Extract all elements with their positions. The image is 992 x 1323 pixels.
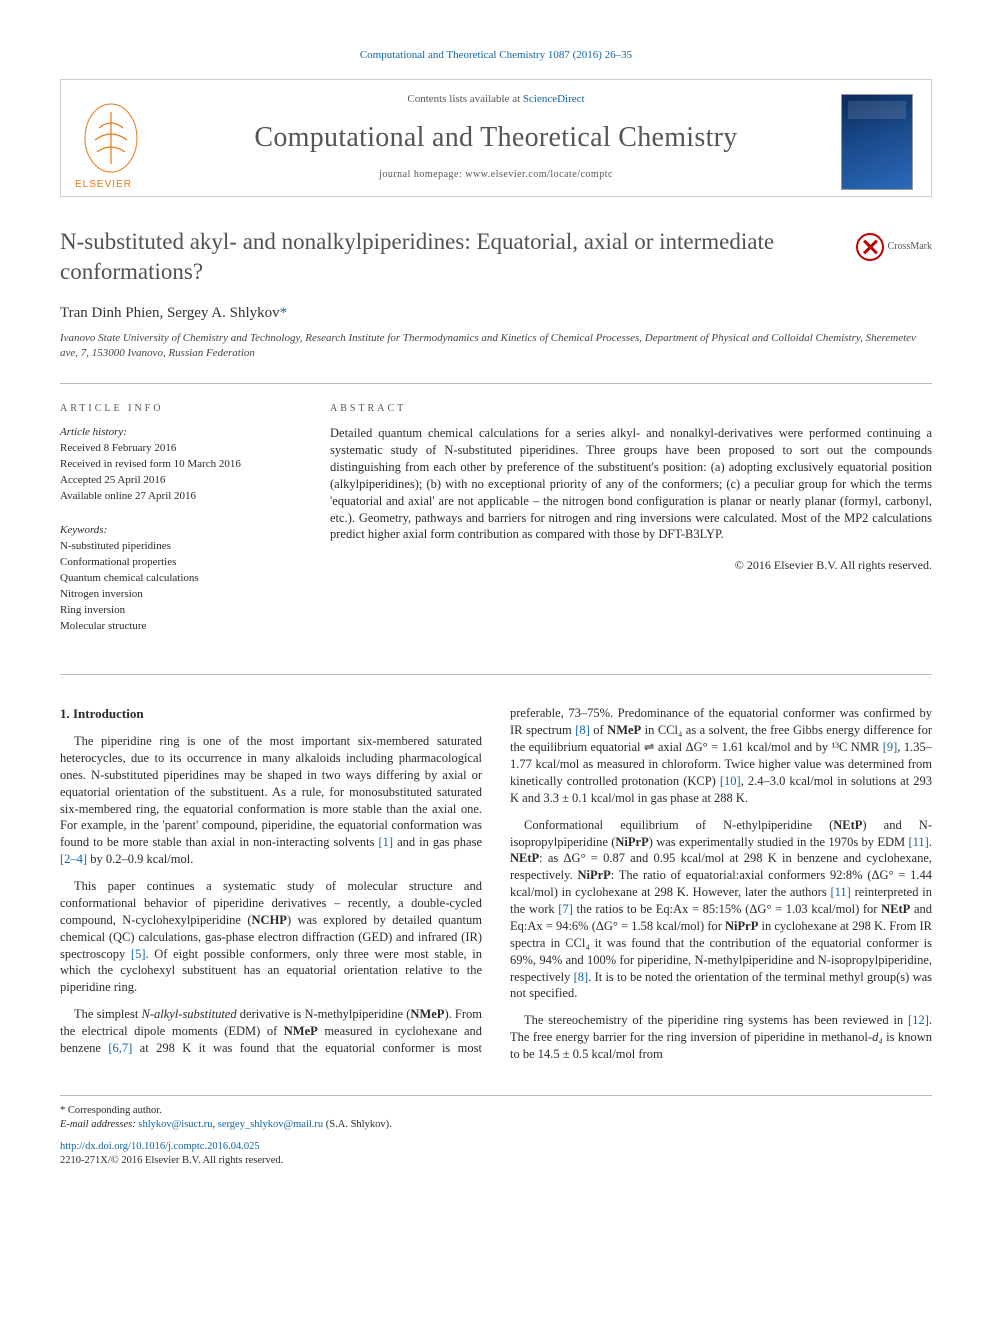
email-link[interactable]: sergey_shlykov@mail.ru bbox=[218, 1119, 323, 1130]
citation-link[interactable]: [6,7] bbox=[108, 1041, 132, 1055]
text-run: by 0.2–0.9 kcal/mol. bbox=[87, 852, 193, 866]
abstract-column: abstract Detailed quantum chemical calcu… bbox=[330, 402, 932, 653]
history-item: Accepted 25 April 2016 bbox=[60, 473, 290, 489]
abbrev: NiPrP bbox=[577, 868, 610, 882]
history-item: Received 8 February 2016 bbox=[60, 441, 290, 457]
email-line: E-mail addresses: shlykov@isuct.ru, serg… bbox=[60, 1118, 479, 1132]
keyword: Conformational properties bbox=[60, 555, 290, 571]
corresponding-mark: * bbox=[280, 305, 288, 321]
article-info-heading: article info bbox=[60, 402, 290, 416]
citation-link[interactable]: [2–4] bbox=[60, 852, 87, 866]
contents-available-line: Contents lists available at ScienceDirec… bbox=[81, 92, 911, 107]
citation-line: Computational and Theoretical Chemistry … bbox=[60, 48, 932, 63]
citation-link[interactable]: [7] bbox=[558, 902, 573, 916]
paragraph: The stereochemistry of the piperidine ri… bbox=[510, 1012, 932, 1063]
keywords-label: Keywords: bbox=[60, 523, 290, 539]
keywords-block: Keywords: N-substituted piperidines Conf… bbox=[60, 523, 290, 635]
text-run: The stereochemistry of the piperidine ri… bbox=[524, 1013, 908, 1027]
keyword: Quantum chemical calculations bbox=[60, 571, 290, 587]
abbrev: NEtP bbox=[881, 902, 910, 916]
italic-run: N-alkyl-substituted bbox=[141, 1007, 236, 1021]
crossmark-icon bbox=[856, 233, 884, 261]
issn-copyright: 2210-271X/© 2016 Elsevier B.V. All right… bbox=[60, 1154, 932, 1168]
abbrev: NiPrP bbox=[725, 919, 758, 933]
article-history-block: Article history: Received 8 February 201… bbox=[60, 425, 290, 505]
text-run: Conformational equilibrium of N-ethylpip… bbox=[524, 818, 833, 832]
affiliation: Ivanovo State University of Chemistry an… bbox=[60, 331, 932, 361]
text-run: (EDM) of bbox=[224, 1024, 284, 1038]
abbrev: NiPrP bbox=[615, 835, 648, 849]
paragraph: The piperidine ring is one of the most i… bbox=[60, 733, 482, 868]
text-run: (S.A. Shlykov). bbox=[323, 1119, 392, 1130]
abbrev: NMeP bbox=[284, 1024, 318, 1038]
article-info-column: article info Article history: Received 8… bbox=[60, 402, 290, 653]
abbrev: NCHP bbox=[252, 913, 287, 927]
author-name: Sergey A. Shlykov bbox=[167, 305, 280, 321]
sciencedirect-link[interactable]: ScienceDirect bbox=[523, 93, 585, 105]
doi-link[interactable]: http://dx.doi.org/10.1016/j.comptc.2016.… bbox=[60, 1141, 260, 1152]
body-two-column: 1. Introduction The piperidine ring is o… bbox=[60, 705, 932, 1064]
contents-prefix: Contents lists available at bbox=[407, 93, 522, 105]
citation-link[interactable]: [1] bbox=[378, 835, 393, 849]
citation-link[interactable]: [11] bbox=[908, 835, 928, 849]
abstract-copyright: © 2016 Elsevier B.V. All rights reserved… bbox=[330, 557, 932, 573]
elsevier-wordmark: ELSEVIER bbox=[75, 178, 132, 192]
citation-link[interactable]: [11] bbox=[830, 885, 850, 899]
history-item: Available online 27 April 2016 bbox=[60, 489, 290, 505]
keyword: Molecular structure bbox=[60, 619, 290, 635]
text-run: . bbox=[929, 835, 932, 849]
divider bbox=[60, 674, 932, 675]
email-link[interactable]: shlykov@isuct.ru bbox=[138, 1119, 212, 1130]
paragraph: Conformational equilibrium of N-ethylpip… bbox=[510, 817, 932, 1003]
citation-link[interactable]: [12] bbox=[908, 1013, 929, 1027]
corresponding-author-note: * Corresponding author. bbox=[60, 1104, 479, 1118]
citation-link[interactable]: [9] bbox=[883, 740, 898, 754]
text-run: of bbox=[590, 723, 607, 737]
email-label: E-mail addresses: bbox=[60, 1119, 138, 1130]
abstract-heading: abstract bbox=[330, 402, 932, 416]
citation-link[interactable]: [8] bbox=[574, 970, 589, 984]
journal-homepage-line: journal homepage: www.elsevier.com/locat… bbox=[81, 168, 911, 182]
text-run: the ratios to be Eq:Ax = 85:15% (ΔG° = 1… bbox=[573, 902, 881, 916]
homepage-prefix: journal homepage: bbox=[379, 169, 465, 180]
page-footer: * Corresponding author. E-mail addresses… bbox=[60, 1095, 932, 1169]
keyword: Ring inversion bbox=[60, 603, 290, 619]
journal-name: Computational and Theoretical Chemistry bbox=[81, 119, 911, 157]
author-name: Tran Dinh Phien, bbox=[60, 305, 167, 321]
abstract-text: Detailed quantum chemical calculations f… bbox=[330, 425, 932, 543]
journal-header-box: ELSEVIER Contents lists available at Sci… bbox=[60, 79, 932, 197]
keyword: N-substituted piperidines bbox=[60, 539, 290, 555]
article-title: N-substituted akyl- and nonalkylpiperidi… bbox=[60, 227, 836, 287]
text-run: ) was experimentally studied in the 1970… bbox=[649, 835, 909, 849]
text-run: The piperidine ring is one of the most i… bbox=[60, 734, 482, 849]
section-heading: 1. Introduction bbox=[60, 705, 482, 723]
journal-cover-thumbnail bbox=[841, 94, 913, 190]
author-list: Tran Dinh Phien, Sergey A. Shlykov* bbox=[60, 303, 932, 323]
italic-run: d₄ bbox=[872, 1030, 883, 1044]
abbrev: NEtP bbox=[510, 851, 539, 865]
history-label: Article history: bbox=[60, 425, 290, 441]
paragraph: This paper continues a systematic study … bbox=[60, 878, 482, 996]
citation-link[interactable]: [10] bbox=[720, 774, 741, 788]
homepage-url: www.elsevier.com/locate/comptc bbox=[465, 169, 613, 180]
citation-link[interactable]: [8] bbox=[575, 723, 590, 737]
text-run: The simplest bbox=[74, 1007, 141, 1021]
crossmark-label: CrossMark bbox=[888, 240, 932, 254]
text-run: derivative is N-methylpiperidine ( bbox=[237, 1007, 411, 1021]
abbrev: NEtP bbox=[833, 818, 862, 832]
citation-link[interactable]: [5] bbox=[131, 947, 146, 961]
text-run: and in gas phase bbox=[393, 835, 482, 849]
elsevier-tree-logo bbox=[79, 100, 143, 176]
history-item: Received in revised form 10 March 2016 bbox=[60, 457, 290, 473]
keyword: Nitrogen inversion bbox=[60, 587, 290, 603]
abbrev: NMeP bbox=[607, 723, 641, 737]
crossmark-badge[interactable]: CrossMark bbox=[856, 233, 932, 261]
abbrev: NMeP bbox=[410, 1007, 444, 1021]
